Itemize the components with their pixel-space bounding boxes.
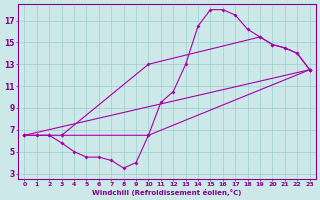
X-axis label: Windchill (Refroidissement éolien,°C): Windchill (Refroidissement éolien,°C) xyxy=(92,189,242,196)
